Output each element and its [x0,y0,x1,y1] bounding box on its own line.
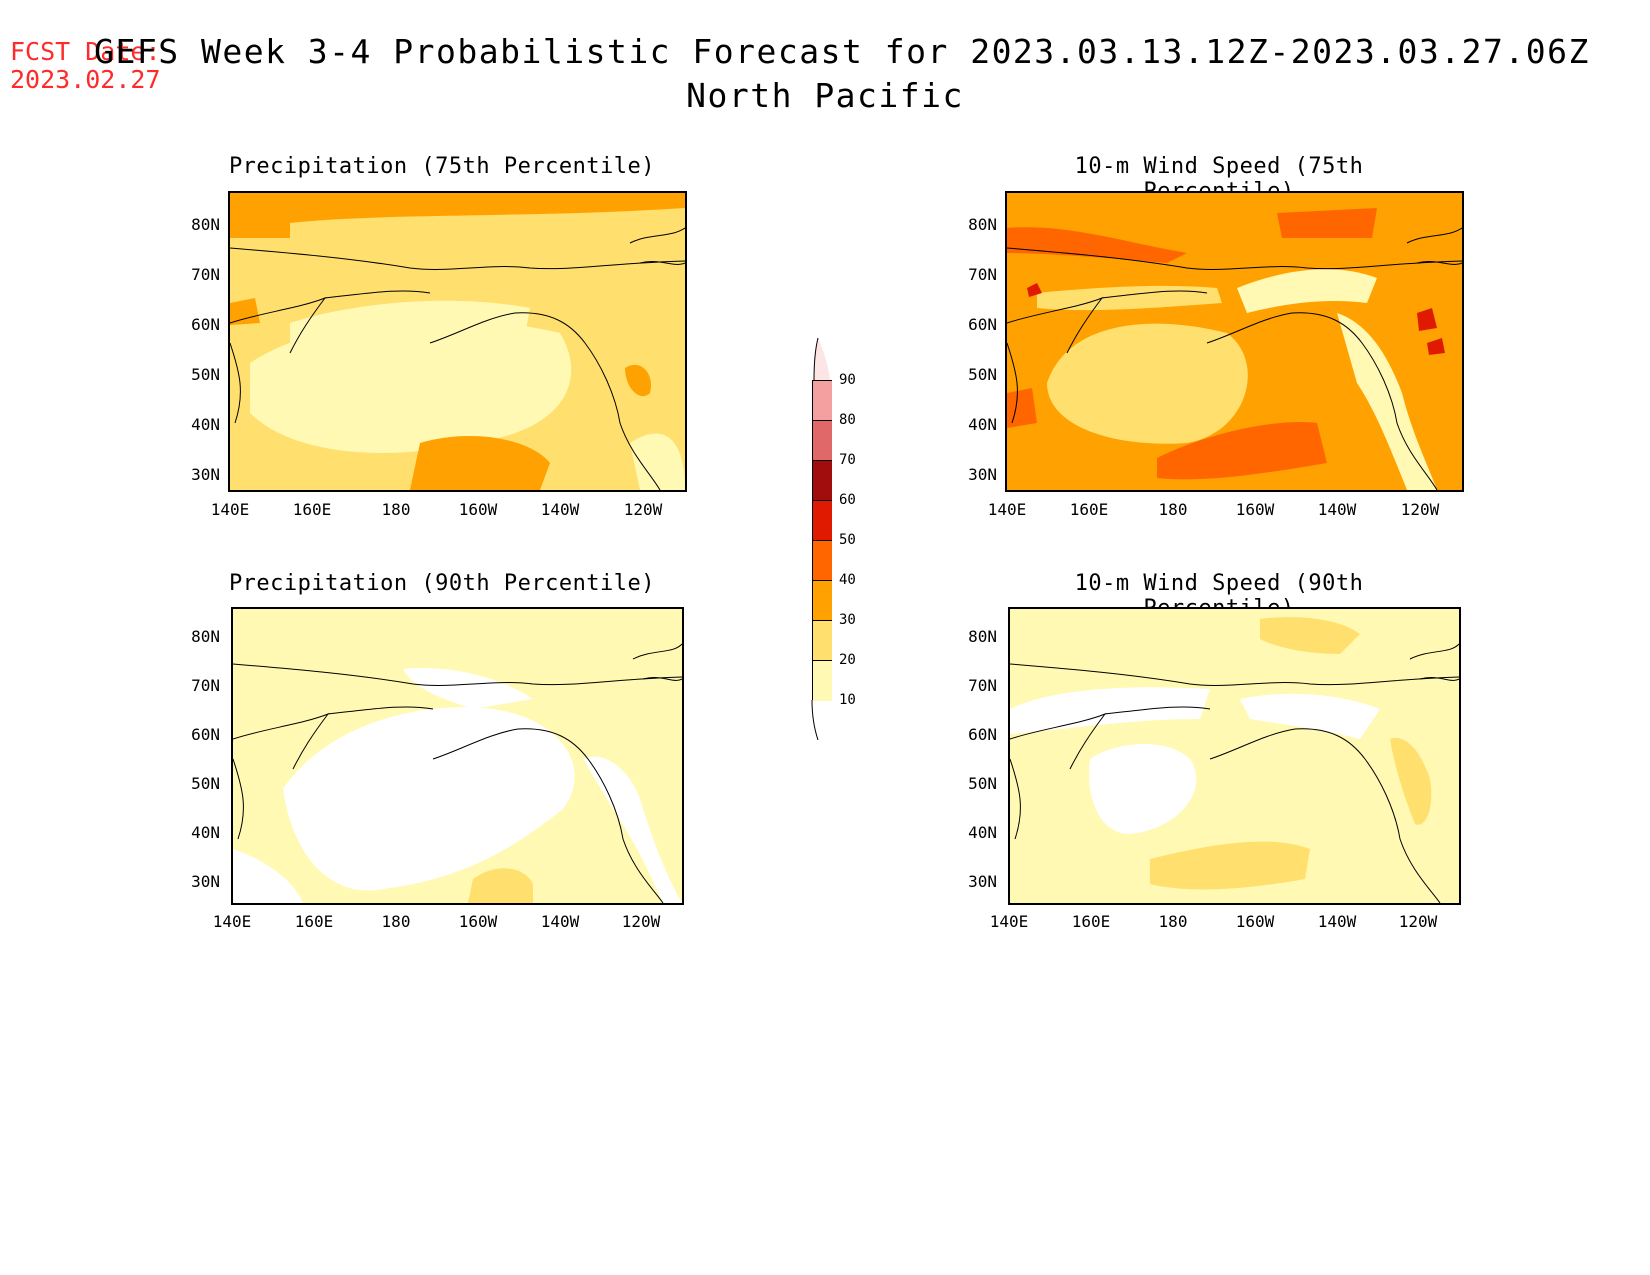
coastline [1007,227,1462,490]
lon-label: 140W [1317,500,1357,519]
colorbar-left-edge [812,380,813,700]
lat-label: 40N [968,823,997,842]
wind-75-field [1007,208,1445,490]
lat-label: 40N [191,823,220,842]
lon-label: 160W [458,500,498,519]
lon-label: 140E [987,500,1027,519]
colorbar-label-80: 80 [839,412,856,428]
lat-label: 80N [191,215,220,234]
panel-precip-90: Precipitation (90th Percentile) 80N 70N … [180,567,700,947]
lon-label: 180 [381,912,411,931]
lat-label: 30N [191,465,220,484]
lon-label: 140E [210,500,250,519]
colorbar-bottom-cap [811,700,819,740]
panel-title: Precipitation (75th Percentile) [228,154,656,179]
lat-label: 50N [191,774,220,793]
colorbar-top-cap [813,338,830,380]
map-plot [1008,607,1461,905]
lat-label: 50N [968,365,997,384]
coastline [233,643,682,903]
coastline [230,227,685,490]
forecast-date-block: FCST Date: 2023.02.27 [10,38,161,94]
colorbar-box-30-40 [812,580,832,621]
lon-label: 140W [540,912,580,931]
lon-label: 160E [1071,912,1111,931]
colorbar-box-50-60 [812,500,832,541]
lat-label: 70N [968,265,997,284]
lon-label: 160E [1069,500,1109,519]
colorbar-label-30: 30 [839,612,856,628]
lon-label: 120W [1398,912,1438,931]
lon-label: 140E [989,912,1029,931]
region-subtitle: North Pacific [686,76,964,115]
lat-label: 60N [191,315,220,334]
lon-label: 140E [212,912,252,931]
lat-label: 80N [191,627,220,646]
lat-label: 30N [191,872,220,891]
colorbar-label-10: 10 [839,692,856,708]
colorbar-box-60-70 [812,460,832,501]
lon-label: 160E [292,500,332,519]
lat-label: 40N [191,415,220,434]
colorbar-box-10-20 [812,660,832,701]
colorbar-label-70: 70 [839,452,856,468]
forecast-date-value: 2023.02.27 [10,65,161,94]
lon-label: 180 [381,500,411,519]
lat-label: 80N [968,627,997,646]
lon-label: 120W [623,500,663,519]
lat-label: 60N [968,725,997,744]
main-title: GEFS Week 3-4 Probabilistic Forecast for… [94,32,1590,71]
lon-label: 160W [458,912,498,931]
lon-label: 120W [1400,500,1440,519]
lon-label: 140W [540,500,580,519]
lat-label: 30N [968,872,997,891]
lat-label: 70N [191,676,220,695]
lon-label: 120W [621,912,661,931]
panel-title: Precipitation (90th Percentile) [228,571,656,596]
lat-label: 70N [968,676,997,695]
colorbar-box-80-90 [812,380,832,421]
colorbar-box-40-50 [812,540,832,581]
panel-wind-90: 10-m Wind Speed (90th Percentile) 80N 70… [960,567,1480,947]
colorbar-label-60: 60 [839,492,856,508]
colorbar-label-40: 40 [839,572,856,588]
map-plot [228,191,687,492]
panel-precip-75: Precipitation (75th Percentile) 80N 70N … [180,150,700,530]
lat-label: 30N [968,465,997,484]
panel-wind-75: 10-m Wind Speed (75th Percentile) 80N 70… [957,150,1477,530]
lat-label: 60N [968,315,997,334]
colorbar-label-50: 50 [839,532,856,548]
lat-label: 50N [968,774,997,793]
lon-label: 180 [1158,500,1188,519]
lon-label: 160W [1235,500,1275,519]
lat-label: 60N [191,725,220,744]
colorbar: 90 80 70 60 50 40 30 20 10 [811,338,856,740]
figure-title: GEFS Week 3-4 Probabilistic Forecast for… [0,30,1650,118]
colorbar-label-90: 90 [839,372,856,388]
map-plot [1005,191,1464,492]
forecast-date-label: FCST Date: [10,37,161,66]
lon-label: 180 [1158,912,1188,931]
colorbar-label-20: 20 [839,652,856,668]
lon-label: 160W [1235,912,1275,931]
lat-label: 70N [191,265,220,284]
lat-label: 50N [191,365,220,384]
lat-label: 40N [968,415,997,434]
lat-label: 80N [968,215,997,234]
precip-75-field [230,193,685,490]
map-plot [231,607,684,905]
colorbar-box-20-30 [812,620,832,661]
lon-label: 140W [1317,912,1357,931]
coastline [1010,643,1459,903]
colorbar-box-70-80 [812,420,832,461]
lon-label: 160E [294,912,334,931]
wind-90-field [1010,617,1432,890]
